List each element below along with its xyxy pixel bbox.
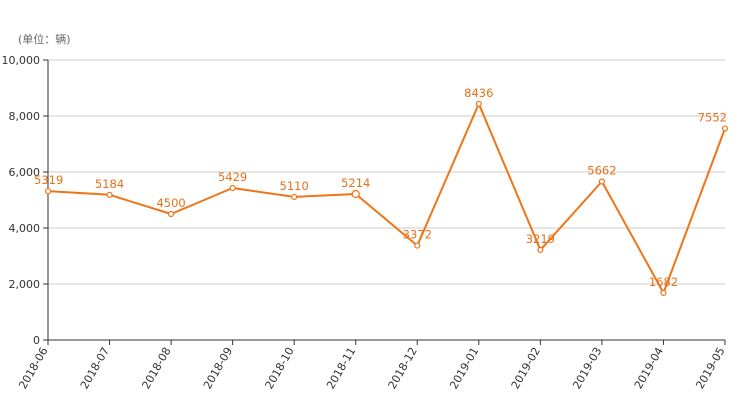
data-point[interactable]	[167, 210, 175, 218]
data-point[interactable]	[229, 184, 236, 192]
data-point[interactable]	[414, 242, 421, 249]
x-tick-label: 2019-05	[693, 345, 727, 391]
data-label: 3372	[403, 228, 432, 242]
y-tick-labels: 0 2,000 4,000 6,000 8,000 10,000	[2, 54, 41, 347]
data-point[interactable]	[351, 189, 360, 199]
data-label: 4500	[156, 196, 185, 210]
series-line-layer	[47, 102, 726, 294]
data-label: 5110	[280, 179, 309, 193]
x-tick-label: 2019-02	[509, 345, 543, 391]
x-tick-label: 2018-08	[139, 345, 173, 391]
x-tick-labels: 2018-06 2018-07 2018-08 2018-09 2018-10 2018-…	[16, 345, 727, 391]
y-tick-label: 0	[33, 334, 40, 347]
data-label: 7552	[698, 111, 727, 125]
data-label: 8436	[464, 86, 493, 100]
y-tick-label: 2,000	[9, 278, 41, 291]
y-tick-label: 10,000	[2, 54, 41, 67]
data-label: 1682	[649, 275, 678, 289]
data-point[interactable]	[44, 187, 52, 195]
x-tick-label: 2019-01	[447, 345, 481, 391]
x-tick-label: 2018-06	[16, 345, 50, 391]
data-label: 5214	[341, 176, 370, 190]
data-point[interactable]	[721, 125, 729, 132]
axes	[43, 59, 726, 345]
y-tick-label: 8,000	[9, 110, 41, 123]
x-tick-label: 2018-11	[324, 345, 358, 391]
data-point[interactable]	[291, 193, 298, 201]
y-tick-label: 6,000	[9, 166, 41, 179]
grid-lines	[48, 59, 725, 285]
series-line	[47, 102, 726, 294]
data-point[interactable]	[660, 289, 667, 297]
data-label: 5662	[587, 163, 616, 177]
data-point[interactable]	[475, 100, 482, 107]
data-labels: 5319 5184 4500 5429 5110 5214 3372 8436 3219 5662…	[34, 86, 727, 289]
x-tick-label: 2018-09	[201, 345, 235, 391]
unit-label: (单位：辆)	[18, 32, 71, 46]
x-tick-label: 2018-07	[78, 345, 112, 391]
y-tick-label: 4,000	[9, 222, 41, 235]
data-point[interactable]	[106, 191, 113, 198]
data-point[interactable]	[537, 246, 544, 253]
data-label: 5319	[34, 173, 63, 187]
data-label: 5184	[95, 177, 124, 191]
data-point[interactable]	[598, 178, 606, 185]
x-tick-label: 2019-04	[632, 345, 666, 391]
data-label: 3219	[526, 232, 555, 246]
x-tick-label: 2018-12	[386, 345, 420, 391]
data-label: 5429	[218, 170, 247, 184]
x-tick-label: 2018-10	[263, 345, 297, 391]
x-tick-label: 2019-03	[570, 345, 604, 391]
data-points	[44, 100, 729, 297]
